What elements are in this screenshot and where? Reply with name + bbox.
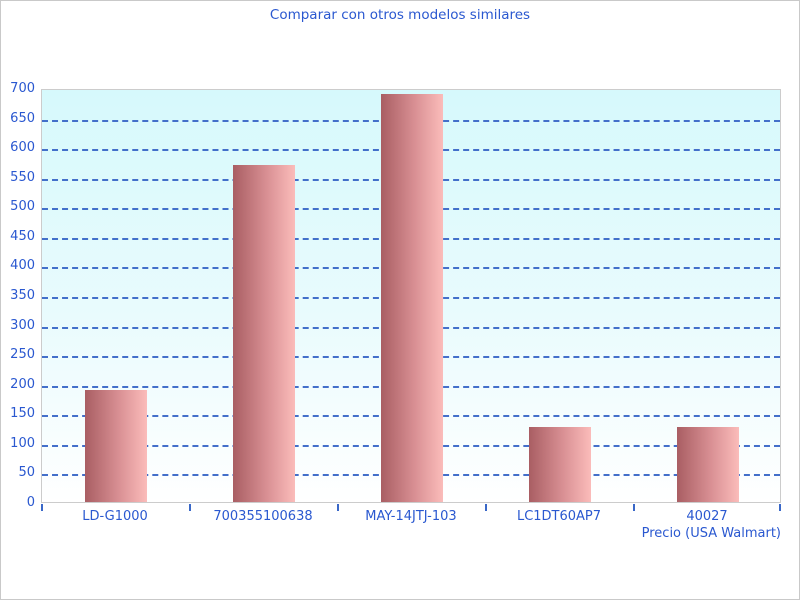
x-axis-label-LD-G1000: LD-G1000 (82, 509, 148, 524)
y-axis-label: 150 (10, 406, 35, 422)
y-axis-label: 0 (26, 495, 35, 510)
bar-700355100638 (233, 164, 295, 502)
x-axis-label-700355100638: 700355100638 (213, 509, 313, 524)
y-axis: 0 50 100 150 200 250 300 350 400 450 500 550 600 650 7… (1, 82, 37, 510)
x-axis-tick (189, 504, 191, 511)
plot-area (41, 89, 781, 503)
y-axis-label: 600 (10, 140, 35, 156)
x-axis-label-40027: 40027 (686, 509, 728, 524)
y-axis-label: 400 (10, 258, 35, 274)
y-axis-label: 500 (10, 199, 35, 215)
x-axis-tick (633, 504, 635, 511)
y-axis-label: 200 (10, 376, 35, 392)
y-axis-label: 250 (10, 347, 35, 363)
y-axis-label: 300 (10, 317, 35, 333)
x-axis-labels: LD-G1000 700355100638 MAY-14JTJ-103 LC1DT60… (41, 509, 781, 524)
bar-MAY-14JTJ-103 (381, 93, 443, 502)
y-axis-label: 650 (10, 110, 35, 126)
x-axis-tick (485, 504, 487, 511)
x-axis-tick (337, 504, 339, 511)
chart-title: Comparar con otros modelos similares (269, 7, 531, 23)
y-axis-label: 100 (10, 435, 35, 451)
y-axis-label: 50 (18, 465, 35, 481)
x-axis-label-MAY-14JTJ-103: MAY-14JTJ-103 (365, 509, 457, 524)
bar-LD-G1000 (85, 389, 147, 502)
y-axis-label: 700 (10, 81, 35, 96)
y-axis-label: 350 (10, 288, 35, 303)
bar-LC1DT60AP7 (529, 426, 591, 502)
x-axis-label-LC1DT60AP7: LC1DT60AP7 (516, 509, 602, 524)
x-axis-tick (779, 504, 781, 511)
y-axis-label: 450 (10, 228, 35, 244)
x-axis-title: Precio (USA Walmart) (641, 526, 781, 541)
x-axis (41, 503, 782, 512)
bar-40027 (677, 426, 739, 502)
x-axis-tick (41, 504, 43, 511)
y-axis-label: 550 (10, 169, 35, 185)
